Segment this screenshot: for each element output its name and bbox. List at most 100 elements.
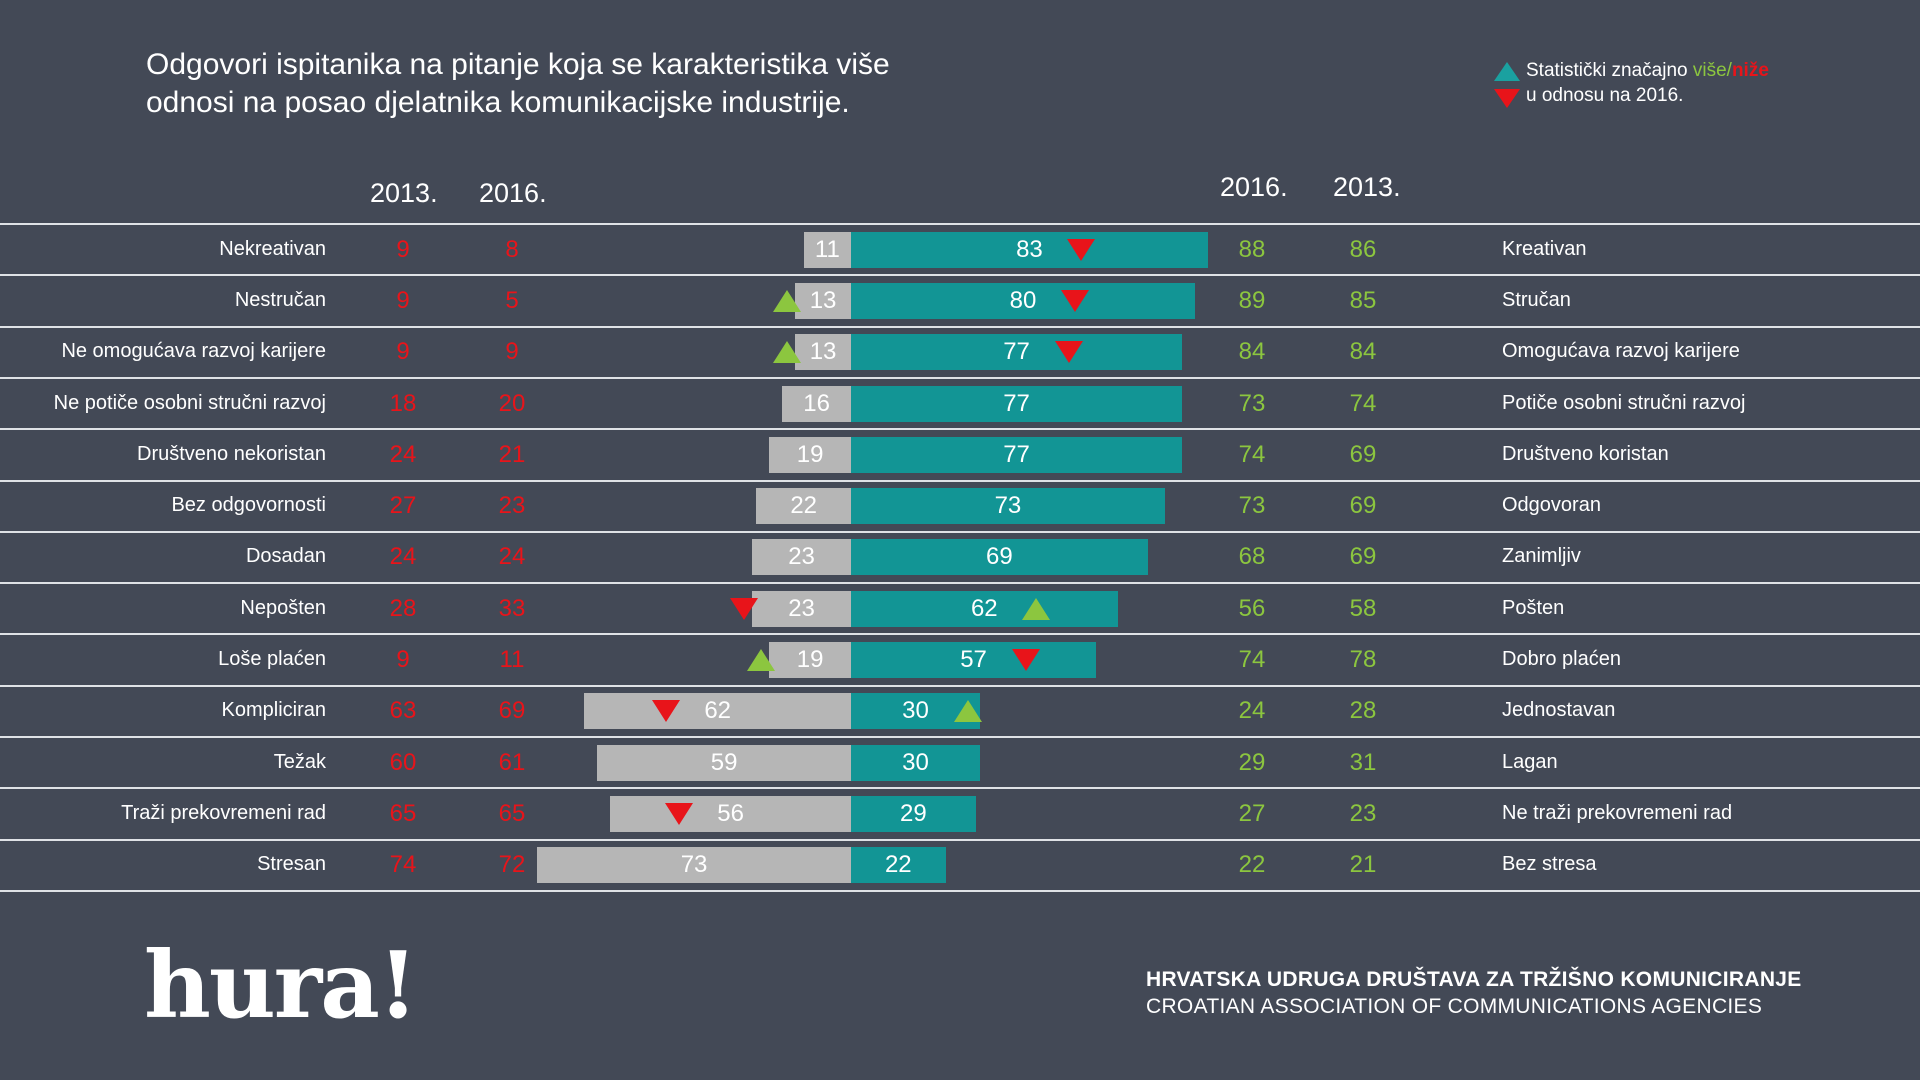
row-separator: [0, 274, 1920, 277]
row-left-label: Nekreativan: [219, 237, 326, 260]
chart-title: Odgovori ispitanika na pitanje koja se k…: [146, 48, 890, 119]
hura-logo: hura!: [144, 931, 418, 1039]
significant-decrease-icon: [664, 802, 693, 825]
significant-increase-icon: [953, 700, 982, 723]
pos-2016-value: 74: [1238, 440, 1266, 468]
org-name-en: CROATIAN ASSOCIATION OF COMMUNICATIONS A…: [1146, 995, 1763, 1018]
legend-prefix: Statistički značajno: [1526, 60, 1693, 81]
row-right-label: Jednostavan: [1502, 699, 1616, 722]
row-separator: [0, 889, 1920, 892]
neg-2016-value: 69: [498, 697, 526, 725]
row-right-label: Bez stresa: [1502, 853, 1597, 876]
org-name-hr: HRVATSKA UDRUGA DRUŠTAVA ZA TRŽIŠNO KOMU…: [1146, 968, 1802, 991]
significant-increase-icon: [1022, 597, 1051, 620]
row-separator: [0, 787, 1920, 790]
positive-bar-label: 83: [1016, 235, 1043, 263]
row-right-label: Pošten: [1502, 596, 1565, 619]
row-right-label: Društveno koristan: [1502, 442, 1669, 465]
pos-2013-value: 85: [1349, 286, 1377, 314]
row-left-label: Ne potiče osobni stručni razvoj: [53, 391, 326, 414]
pos-2013-value: 58: [1349, 594, 1377, 622]
significant-decrease-icon: [1011, 649, 1040, 672]
row-left-label: Društveno nekoristan: [137, 442, 326, 465]
pos-2016-value: 73: [1238, 492, 1266, 520]
neg-2013-value: 24: [389, 440, 417, 468]
row-separator: [0, 479, 1920, 482]
neg-2013-value: 28: [389, 594, 417, 622]
neg-2013-value: 24: [389, 543, 417, 571]
row-left-label: Dosadan: [245, 545, 326, 568]
row-right-label: Ne traži prekovremeni rad: [1502, 801, 1733, 824]
row-separator: [0, 684, 1920, 687]
positive-bar: [851, 436, 1183, 473]
pos-2016-value: 88: [1238, 235, 1266, 263]
row-right-label: Stručan: [1502, 288, 1571, 311]
neg-2016-value: 72: [498, 851, 526, 879]
negative-bar: [584, 693, 851, 730]
pos-2016-value: 74: [1238, 646, 1266, 674]
significant-increase-icon: [773, 341, 802, 364]
legend-down-word: niže: [1731, 60, 1769, 81]
row-left-label: Nestručan: [234, 288, 326, 311]
row-right-label: Dobro plaćen: [1502, 648, 1621, 671]
negative-bar: [769, 642, 851, 679]
significant-increase-icon: [747, 649, 776, 672]
pos-2013-value: 84: [1349, 338, 1377, 366]
row-left-label: Stresan: [257, 853, 326, 876]
row-separator: [0, 582, 1920, 585]
positive-bar: [851, 642, 1097, 679]
positive-bar: [851, 539, 1148, 576]
negative-bar-label: 56: [717, 799, 744, 827]
row-left-label: Traži prekovremeni rad: [121, 801, 326, 824]
pos-2016-value: 56: [1238, 594, 1266, 622]
negative-bar-label: 19: [796, 440, 824, 468]
triangle-down-icon: [1494, 89, 1520, 108]
triangle-up-icon: [1494, 62, 1520, 81]
legend-up-word: više: [1692, 60, 1727, 81]
neg-2013-value: 27: [389, 492, 417, 520]
row-separator: [0, 633, 1920, 636]
positive-bar: [851, 488, 1165, 525]
header-left-2013: 2013.: [370, 178, 438, 208]
neg-2013-value: 60: [389, 748, 417, 776]
positive-bar: [851, 231, 1208, 268]
pos-2016-value: 89: [1238, 286, 1266, 314]
pos-2016-value: 29: [1238, 748, 1266, 776]
positive-bar-label: 57: [960, 646, 987, 674]
header-right-2016: 2016.: [1220, 172, 1288, 202]
row-left-label: Loše plaćen: [218, 648, 326, 671]
negative-bar: [782, 385, 851, 422]
row-separator: [0, 376, 1920, 379]
positive-bar-label: 73: [994, 492, 1022, 520]
legend-reference-text: u odnosu na 2016.: [1526, 85, 1684, 106]
row-right-label: Odgovoran: [1502, 494, 1601, 517]
significant-decrease-icon: [1061, 289, 1089, 312]
pos-2013-value: 21: [1349, 851, 1377, 879]
header-left-2016: 2016.: [479, 178, 547, 208]
neg-2016-value: 65: [498, 799, 526, 827]
negative-bar: [597, 744, 851, 781]
negative-bar-label: 59: [710, 748, 738, 776]
pos-2016-value: 22: [1238, 851, 1266, 879]
significant-decrease-icon: [651, 700, 680, 723]
negative-bar: [795, 282, 851, 319]
neg-2013-value: 9: [396, 235, 410, 263]
negative-bar: [769, 436, 851, 473]
negative-bar-label: 11: [814, 235, 840, 263]
pos-2013-value: 78: [1349, 646, 1377, 674]
negative-bar-label: 19: [796, 646, 824, 674]
row-separator: [0, 736, 1920, 738]
significant-decrease-icon: [1054, 341, 1083, 364]
legend-separator: /: [1726, 60, 1732, 81]
negative-bar-label: 22: [790, 492, 818, 520]
pos-2016-value: 24: [1238, 697, 1266, 725]
negative-bar: [537, 847, 851, 884]
negative-bar: [795, 334, 851, 371]
row-right-label: Potiče osobni stručni razvoj: [1502, 391, 1746, 414]
positive-bar-label: 22: [884, 851, 912, 879]
pos-2013-value: 28: [1349, 697, 1377, 725]
negative-bar-label: 73: [680, 851, 708, 879]
negative-bar: [752, 539, 851, 576]
positive-bar-label: 69: [985, 543, 1013, 571]
neg-2016-value: 21: [498, 440, 526, 468]
